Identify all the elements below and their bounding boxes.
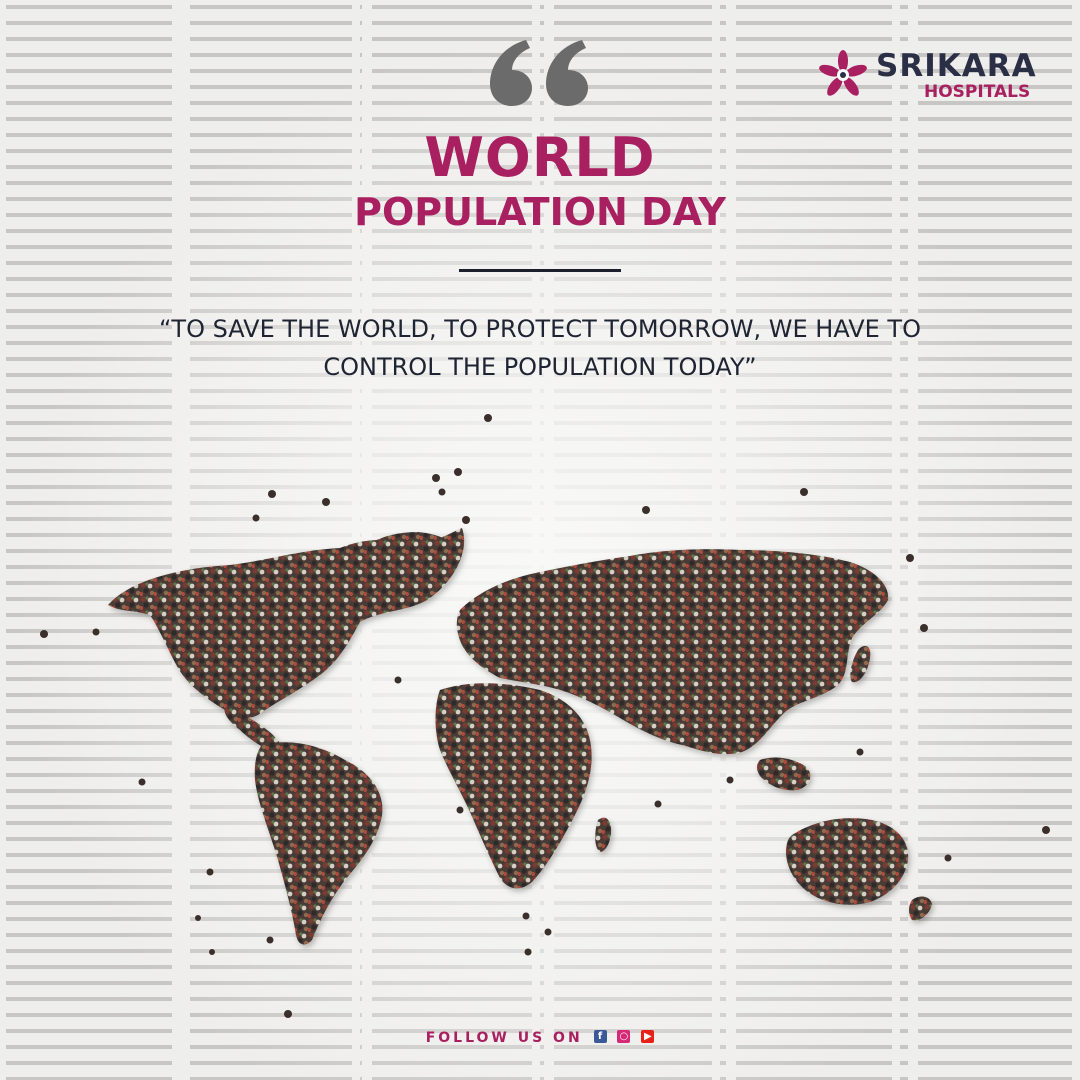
footer: FOLLOW US ON f ○ ▶ xyxy=(0,1029,1080,1046)
divider xyxy=(459,269,621,272)
logo-subtitle: HOSPITALS xyxy=(924,82,1031,102)
facebook-icon[interactable]: f xyxy=(593,1029,607,1043)
logo-name: SRIKARA xyxy=(876,48,1037,84)
title-line-1: WORLD xyxy=(424,126,656,189)
logo-flower-icon xyxy=(819,50,867,96)
world-map-of-people xyxy=(40,414,1050,1018)
quote-text: “TO SAVE THE WORLD, TO PROTECT TOMORROW,… xyxy=(159,315,921,381)
instagram-icon[interactable]: ○ xyxy=(617,1029,631,1043)
quote-icon xyxy=(490,40,588,106)
srikara-logo: SRIKARA HOSPITALS xyxy=(816,46,1046,104)
youtube-icon[interactable]: ▶ xyxy=(641,1029,655,1043)
title-line-2: POPULATION DAY xyxy=(354,190,726,234)
footer-text: FOLLOW US ON xyxy=(425,1030,583,1046)
